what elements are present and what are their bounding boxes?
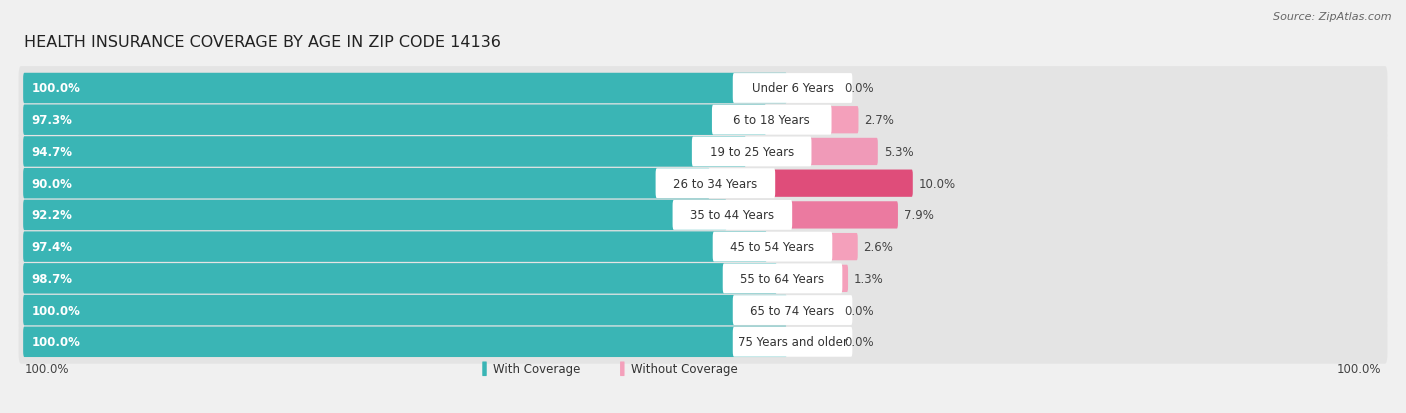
Text: 92.2%: 92.2%	[31, 209, 72, 222]
FancyBboxPatch shape	[711, 106, 831, 135]
Text: 100.0%: 100.0%	[31, 82, 80, 95]
FancyBboxPatch shape	[22, 327, 787, 357]
FancyBboxPatch shape	[817, 233, 858, 261]
FancyBboxPatch shape	[776, 202, 898, 229]
FancyBboxPatch shape	[22, 137, 747, 167]
Text: 65 to 74 Years: 65 to 74 Years	[751, 304, 835, 317]
FancyBboxPatch shape	[733, 295, 852, 325]
FancyBboxPatch shape	[22, 169, 710, 199]
FancyBboxPatch shape	[655, 169, 775, 199]
FancyBboxPatch shape	[18, 289, 1388, 332]
Text: 100.0%: 100.0%	[31, 335, 80, 349]
Text: Source: ZipAtlas.com: Source: ZipAtlas.com	[1274, 12, 1392, 22]
Text: 97.3%: 97.3%	[31, 114, 72, 127]
FancyBboxPatch shape	[22, 232, 766, 262]
Text: Under 6 Years: Under 6 Years	[752, 82, 834, 95]
Text: 0.0%: 0.0%	[844, 335, 875, 349]
Text: 98.7%: 98.7%	[31, 272, 72, 285]
FancyBboxPatch shape	[723, 264, 842, 294]
FancyBboxPatch shape	[18, 162, 1388, 206]
Text: 45 to 54 Years: 45 to 54 Years	[731, 240, 814, 254]
FancyBboxPatch shape	[22, 263, 778, 294]
FancyBboxPatch shape	[482, 362, 486, 376]
Text: 19 to 25 Years: 19 to 25 Years	[710, 146, 794, 159]
FancyBboxPatch shape	[18, 130, 1388, 174]
Text: 1.3%: 1.3%	[853, 272, 883, 285]
Text: 75 Years and older: 75 Years and older	[738, 335, 848, 349]
Text: 2.6%: 2.6%	[863, 240, 893, 254]
FancyBboxPatch shape	[713, 232, 832, 262]
FancyBboxPatch shape	[827, 265, 848, 292]
FancyBboxPatch shape	[815, 107, 859, 134]
FancyBboxPatch shape	[18, 99, 1388, 142]
Text: Without Coverage: Without Coverage	[631, 362, 738, 375]
Text: 26 to 34 Years: 26 to 34 Years	[673, 177, 758, 190]
Text: 0.0%: 0.0%	[844, 304, 875, 317]
Text: 94.7%: 94.7%	[31, 146, 72, 159]
FancyBboxPatch shape	[692, 137, 811, 167]
FancyBboxPatch shape	[22, 105, 766, 135]
FancyBboxPatch shape	[672, 200, 792, 230]
FancyBboxPatch shape	[733, 327, 852, 357]
FancyBboxPatch shape	[18, 225, 1388, 269]
Text: 90.0%: 90.0%	[31, 177, 72, 190]
Text: 6 to 18 Years: 6 to 18 Years	[734, 114, 810, 127]
Text: 100.0%: 100.0%	[24, 362, 69, 375]
Text: 55 to 64 Years: 55 to 64 Years	[741, 272, 824, 285]
FancyBboxPatch shape	[18, 67, 1388, 111]
Text: HEALTH INSURANCE COVERAGE BY AGE IN ZIP CODE 14136: HEALTH INSURANCE COVERAGE BY AGE IN ZIP …	[24, 35, 502, 50]
FancyBboxPatch shape	[796, 138, 877, 166]
Text: 97.4%: 97.4%	[31, 240, 72, 254]
FancyBboxPatch shape	[733, 74, 852, 104]
Text: 5.3%: 5.3%	[883, 146, 914, 159]
Text: 0.0%: 0.0%	[844, 82, 875, 95]
FancyBboxPatch shape	[22, 200, 727, 230]
Text: 10.0%: 10.0%	[918, 177, 956, 190]
FancyBboxPatch shape	[18, 257, 1388, 301]
FancyBboxPatch shape	[18, 194, 1388, 237]
Text: With Coverage: With Coverage	[494, 362, 581, 375]
Text: 100.0%: 100.0%	[31, 304, 80, 317]
FancyBboxPatch shape	[22, 74, 787, 104]
FancyBboxPatch shape	[22, 295, 787, 325]
FancyBboxPatch shape	[620, 362, 624, 376]
Text: 35 to 44 Years: 35 to 44 Years	[690, 209, 775, 222]
Text: 2.7%: 2.7%	[865, 114, 894, 127]
Text: 100.0%: 100.0%	[1337, 362, 1382, 375]
FancyBboxPatch shape	[18, 320, 1388, 364]
Text: 7.9%: 7.9%	[904, 209, 934, 222]
FancyBboxPatch shape	[759, 170, 912, 197]
